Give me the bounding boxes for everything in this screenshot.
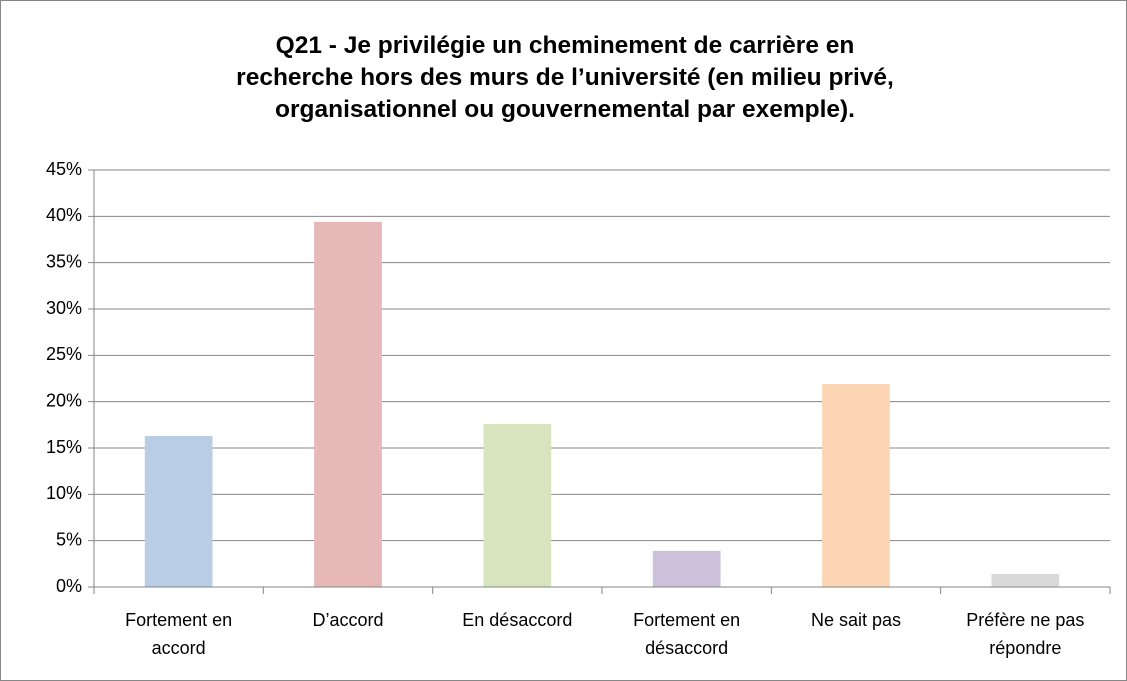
x-tick-label: Préfère ne pas répondre: [966, 610, 1085, 658]
bar: [652, 550, 721, 587]
y-tick-label: 10%: [46, 483, 82, 503]
y-tick-label: 45%: [46, 159, 82, 179]
x-tick-label: Fortement en désaccord: [633, 610, 741, 658]
y-tick-label: 5%: [56, 529, 82, 549]
y-tick-label: 35%: [46, 251, 82, 271]
x-tick-label: Ne sait pas: [810, 610, 902, 630]
x-tick-label: Fortement en accord: [125, 610, 233, 658]
bar: [483, 423, 552, 587]
y-tick-label: 40%: [46, 205, 82, 225]
y-tick-label: 20%: [46, 390, 82, 410]
bar: [991, 574, 1060, 587]
chart-title: Q21 - Je privilégie un cheminement de ca…: [236, 32, 894, 123]
y-tick-label: 30%: [46, 298, 82, 318]
y-tick-label: 25%: [46, 344, 82, 364]
y-tick-label: 0%: [56, 576, 82, 596]
y-tick-label: 15%: [46, 437, 82, 457]
bar: [314, 221, 382, 588]
x-tick-label: En désaccord: [462, 610, 573, 630]
bar: [822, 384, 890, 587]
bar: [144, 435, 213, 587]
x-tick-label: D’accord: [312, 610, 384, 630]
